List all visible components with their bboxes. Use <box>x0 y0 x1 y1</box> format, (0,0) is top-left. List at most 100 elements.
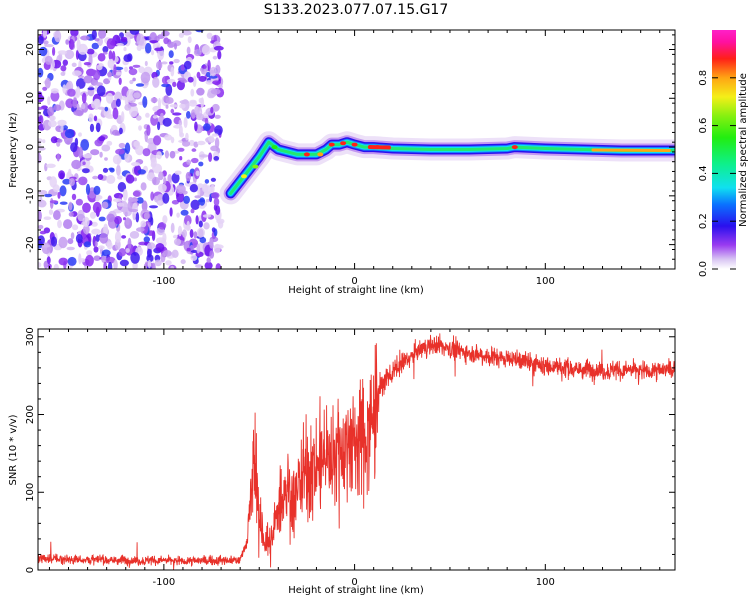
noise-blob <box>154 47 164 52</box>
noise-blob <box>188 100 198 107</box>
noise-blob <box>202 184 209 193</box>
noise-blob <box>104 157 108 161</box>
noise-blob <box>94 240 98 247</box>
noise-blob <box>82 153 93 159</box>
colorbar-tick-label: 0.0 <box>698 261 709 277</box>
noise-blob <box>118 248 127 257</box>
noise-blob <box>209 250 215 259</box>
noise-blob <box>162 215 168 224</box>
noise-blob <box>194 121 198 132</box>
noise-blob <box>126 88 136 101</box>
noise-blob <box>103 78 111 85</box>
noise-blob <box>188 139 195 147</box>
noise-blob <box>70 30 79 37</box>
noise-blob <box>38 209 42 222</box>
noise-blob <box>106 38 116 50</box>
noise-blob <box>171 172 180 184</box>
noise-blob <box>65 39 70 45</box>
x-tick-label: 100 <box>536 577 555 588</box>
noise-blob <box>114 216 122 225</box>
figure-title: S133.2023.077.07.15.G17 <box>264 2 449 18</box>
noise-blob <box>190 208 195 214</box>
noise-blob <box>190 88 195 97</box>
noise-blob <box>129 105 139 117</box>
noise-blob <box>91 42 100 50</box>
noise-blob <box>93 246 99 253</box>
noise-blob <box>141 200 148 212</box>
noise-blob <box>102 46 109 53</box>
noise-blob <box>146 242 156 250</box>
noise-blob <box>82 202 91 213</box>
noise-blob <box>158 183 167 193</box>
y-tick-label: 0 <box>25 144 36 150</box>
noise-blob <box>75 86 81 98</box>
noise-blob <box>57 219 62 229</box>
snr-ticks: -100 0 100 0 100 200 300 <box>25 327 675 588</box>
noise-blob <box>82 161 86 166</box>
noise-blob <box>89 123 95 133</box>
ridge-peak <box>252 164 259 169</box>
noise-blob <box>213 243 221 254</box>
colorbar-scale <box>712 30 736 269</box>
noise-blob <box>196 243 201 254</box>
noise-blob <box>94 38 100 42</box>
noise-blob <box>46 256 51 265</box>
snr-x-axis-label: Height of straight line (km) <box>288 585 424 596</box>
noise-blob <box>164 134 173 141</box>
noise-blob <box>207 59 211 72</box>
noise-blob <box>73 109 84 116</box>
noise-blob <box>201 44 211 56</box>
noise-blob <box>196 140 206 146</box>
ridge-peak <box>241 174 247 179</box>
noise-blob <box>112 154 122 165</box>
noise-blob <box>210 66 217 77</box>
colorbar-tick-label: 0.8 <box>698 70 709 86</box>
noise-blob <box>39 195 43 203</box>
noise-blob <box>130 252 140 264</box>
snr-marks <box>38 333 675 570</box>
noise-blob <box>72 224 79 231</box>
noise-blob <box>190 254 198 261</box>
noise-blob <box>177 225 183 237</box>
noise-blob <box>54 30 62 43</box>
noise-blob <box>179 103 186 109</box>
noise-blob <box>195 264 203 268</box>
ridge-peak <box>351 142 358 147</box>
noise-blob <box>70 232 75 240</box>
y-tick-label: 20 <box>25 43 36 56</box>
noise-blob <box>167 174 172 184</box>
noise-blob <box>38 224 44 230</box>
noise-blob <box>180 209 189 216</box>
noise-blob <box>196 87 205 96</box>
noise-blob <box>165 104 169 109</box>
noise-blob <box>92 201 102 214</box>
noise-blob <box>38 151 41 163</box>
noise-blob <box>149 205 158 209</box>
colorbar-label: Normalized spectral amplitude <box>738 73 749 227</box>
noise-blob <box>210 177 216 182</box>
noise-blob <box>135 83 145 87</box>
noise-blob <box>129 30 140 35</box>
ridge-peak <box>303 152 310 157</box>
noise-blob <box>53 210 61 221</box>
noise-blob <box>67 88 76 97</box>
ridge-peak <box>317 152 324 157</box>
noise-blob <box>105 114 115 119</box>
noise-blob <box>38 35 44 45</box>
noise-blob <box>161 83 170 88</box>
noise-blob <box>133 92 141 99</box>
noise-blob <box>38 146 46 151</box>
noise-blob <box>109 168 115 173</box>
noise-blob <box>62 59 68 66</box>
noise-blob <box>194 195 202 199</box>
noise-blob <box>93 115 98 122</box>
noise-blob <box>104 106 109 112</box>
noise-blob <box>62 84 67 94</box>
noise-blob <box>136 115 142 121</box>
noise-blob <box>83 241 92 248</box>
noise-blob <box>206 257 211 264</box>
noise-blob <box>147 259 152 269</box>
noise-blob <box>137 169 146 175</box>
noise-blob <box>42 30 47 38</box>
noise-blob <box>46 163 56 168</box>
